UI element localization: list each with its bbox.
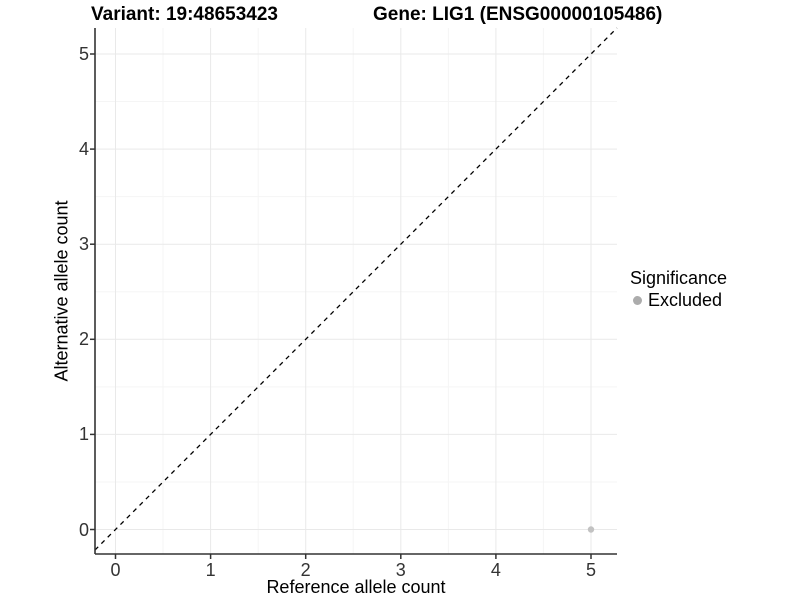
legend-items: Excluded (630, 289, 727, 311)
plot-title-variant: Variant: 19:48653423 (91, 4, 278, 25)
plot-title-gene: Gene: LIG1 (ENSG00000105486) (373, 4, 663, 25)
legend-title: Significance (630, 268, 728, 288)
x-tick-label: 0 (110, 560, 121, 580)
x-tick-label: 5 (585, 560, 596, 580)
identity-reference-line (94, 27, 618, 551)
x-tick-label: 2 (300, 560, 311, 580)
y-tick-label: 1 (78, 424, 89, 445)
legend: Significance Excluded (630, 268, 727, 311)
plot-panel (90, 27, 618, 559)
plot-panel-svg (90, 27, 618, 559)
x-tick-label: 3 (395, 560, 406, 580)
y-tick-label: 5 (78, 44, 89, 64)
y-axis-title: Alternative allele count (51, 200, 72, 382)
data-point (587, 526, 595, 533)
y-tick-label: 4 (78, 139, 89, 160)
legend-item-label: Excluded (648, 289, 723, 310)
x-tick-label: 1 (205, 560, 216, 580)
y-tick-label: 2 (78, 329, 89, 350)
x-axis-title: Reference allele count (266, 577, 446, 597)
legend-marker-dot-icon (633, 295, 642, 305)
x-tick-label: 4 (490, 560, 501, 580)
y-tick-label: 3 (78, 234, 89, 255)
legend-item: Excluded (630, 289, 727, 311)
y-tick-label: 0 (78, 519, 89, 540)
